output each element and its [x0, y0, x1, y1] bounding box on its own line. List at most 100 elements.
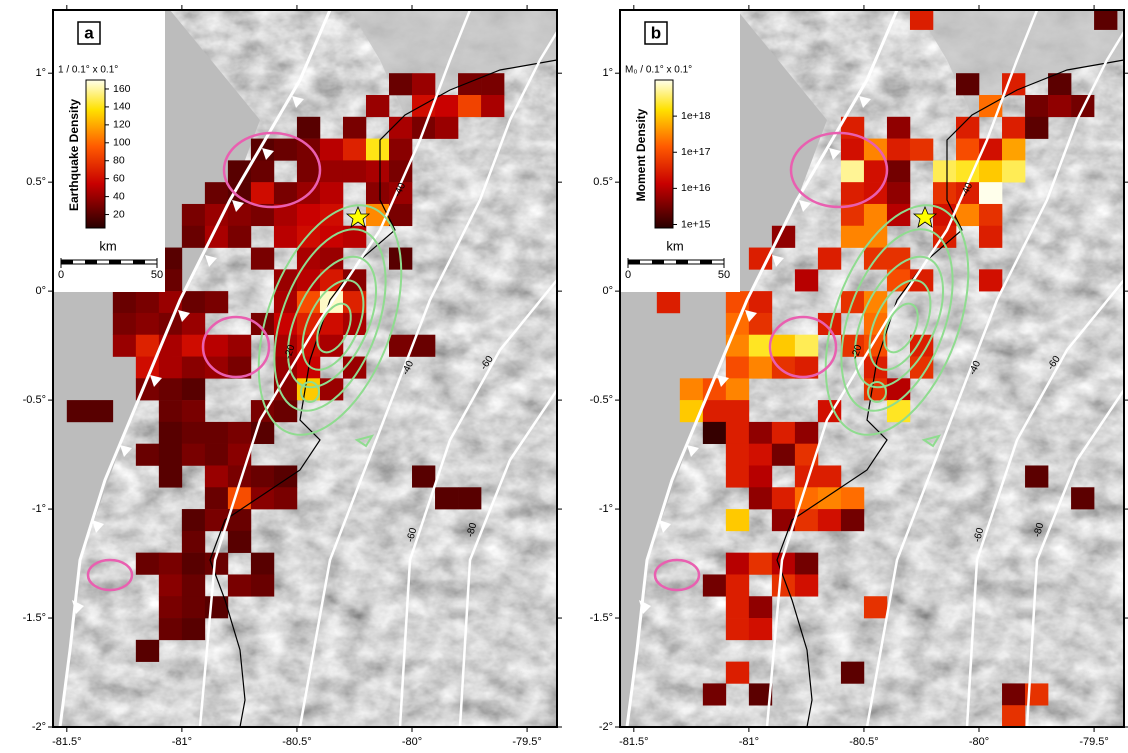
density-cell [703, 422, 726, 444]
density-cell [274, 139, 297, 161]
density-cell [887, 400, 910, 422]
density-cell [182, 553, 205, 575]
density-cell [703, 574, 726, 596]
density-cell [933, 160, 956, 182]
density-cell [1025, 95, 1048, 117]
density-cell [726, 400, 749, 422]
density-cell [205, 182, 228, 204]
density-cell [864, 596, 887, 618]
density-cell [67, 400, 90, 422]
density-cell [412, 73, 435, 95]
colorbar-tick-label: 20 [113, 208, 125, 220]
colorbar-title: Earthquake Density [67, 99, 81, 211]
density-cell [297, 117, 320, 139]
density-cell [749, 444, 772, 466]
density-cell [841, 509, 864, 531]
density-cell [182, 444, 205, 466]
density-cell [182, 226, 205, 248]
density-cell [182, 204, 205, 226]
y-tick-label: -0.5° [590, 394, 613, 406]
density-cell [726, 618, 749, 640]
scale-tick-label: 50 [718, 269, 730, 281]
scale-bar-segment [652, 260, 664, 264]
y-tick-label: 0.5° [26, 176, 46, 188]
density-cell [343, 117, 366, 139]
density-cell [159, 444, 182, 466]
density-cell [136, 291, 159, 313]
density-cell [818, 487, 841, 509]
density-cell [703, 400, 726, 422]
density-cell [818, 509, 841, 531]
colorbar-tick-label: 40 [113, 190, 125, 202]
scale-bar-segment [133, 260, 145, 264]
density-cell [251, 248, 274, 270]
density-cell [343, 160, 366, 182]
density-cell [1025, 117, 1048, 139]
density-cell [795, 269, 818, 291]
density-cell [389, 73, 412, 95]
density-cell [159, 618, 182, 640]
density-cell [113, 335, 136, 357]
density-cell [182, 422, 205, 444]
density-cell [749, 465, 772, 487]
colorbar-tick-label: 80 [113, 155, 125, 167]
y-tick-label: -1.5° [23, 612, 46, 624]
density-cell [228, 531, 251, 553]
colorbar-unit: 1 / 0.1° x 0.1° [58, 65, 118, 76]
scale-tick-label: 0 [58, 269, 64, 281]
x-tick-label: -81° [172, 736, 192, 748]
y-tick-label: -1° [32, 503, 46, 515]
y-tick-label: -2° [32, 721, 46, 733]
density-cell [159, 574, 182, 596]
density-cell [458, 95, 481, 117]
density-cell [910, 139, 933, 161]
density-cell [136, 313, 159, 335]
density-cell [841, 160, 864, 182]
density-cell [159, 553, 182, 575]
density-cell [182, 357, 205, 379]
scale-tick-label: 0 [625, 269, 631, 281]
density-cell [435, 117, 458, 139]
density-cell [979, 226, 1002, 248]
density-cell [1002, 160, 1025, 182]
colorbar-unit: M₀ / 0.1° x 0.1° [625, 65, 692, 76]
density-cell [251, 465, 274, 487]
scale-bar-segment [85, 260, 97, 264]
colorbar-tick-label: 100 [113, 137, 131, 149]
density-cell [435, 487, 458, 509]
density-cell [726, 378, 749, 400]
density-cell [136, 444, 159, 466]
density-cell [343, 139, 366, 161]
density-cell [366, 139, 389, 161]
x-tick-label: -80° [402, 736, 422, 748]
density-cell [795, 335, 818, 357]
density-cell [113, 291, 136, 313]
density-cell [795, 553, 818, 575]
density-cell [182, 531, 205, 553]
scale-bar-segment [628, 260, 640, 264]
density-cell [956, 139, 979, 161]
density-cell [182, 378, 205, 400]
density-cell [205, 487, 228, 509]
density-cell [182, 574, 205, 596]
density-cell [841, 487, 864, 509]
density-cell [887, 160, 910, 182]
density-cell [320, 182, 343, 204]
density-cell [228, 335, 251, 357]
x-tick-label: -81° [739, 736, 759, 748]
density-cell [726, 509, 749, 531]
colorbar-tick-label: 60 [113, 172, 125, 184]
density-cell [910, 8, 933, 30]
y-tick-label: -2° [599, 721, 613, 733]
density-cell [274, 465, 297, 487]
density-cell [772, 422, 795, 444]
x-tick-label: -80.5° [849, 736, 878, 748]
x-tick-label: -81.5° [619, 736, 648, 748]
scale-tick-label: 50 [151, 269, 163, 281]
density-cell [726, 444, 749, 466]
density-cell [159, 596, 182, 618]
colorbar-tick-label: 1e+17 [681, 146, 711, 158]
density-cell [412, 465, 435, 487]
density-cell [657, 291, 680, 313]
